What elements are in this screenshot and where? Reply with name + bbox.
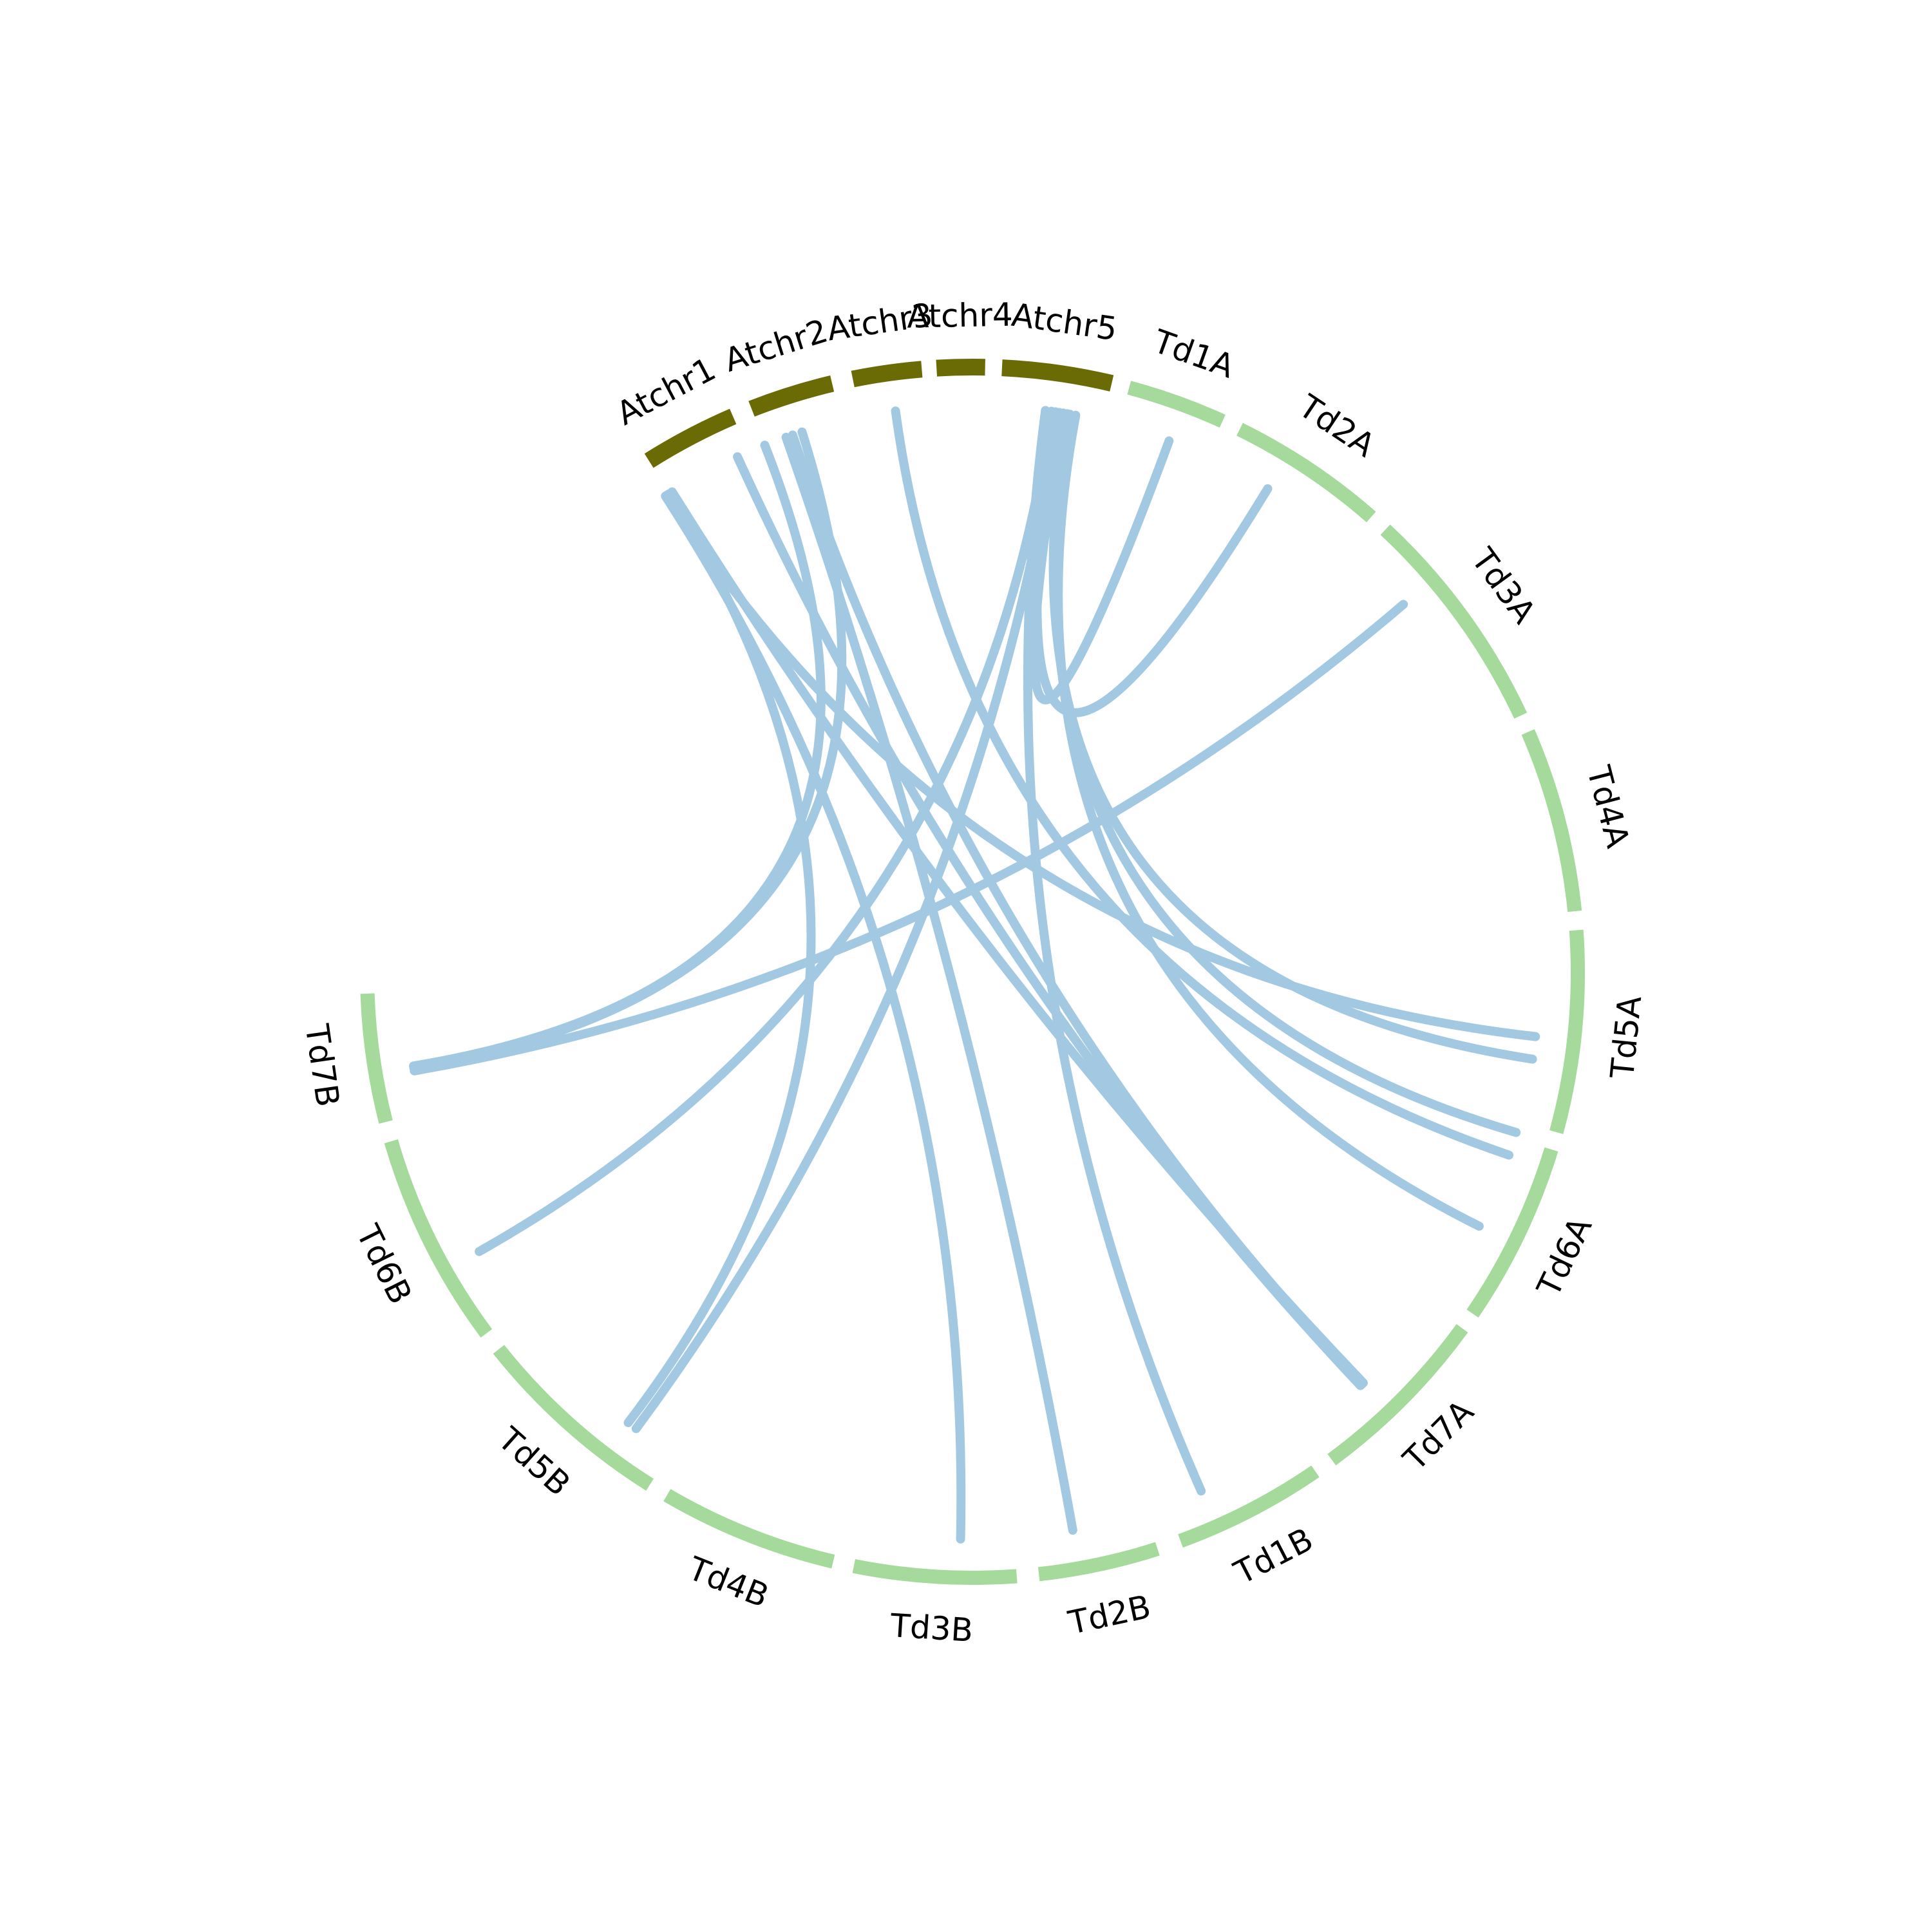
chromosome-label-td3b: Td3B	[889, 1607, 974, 1649]
chromosome-arcs	[360, 359, 1585, 1585]
chromosome-arc-td5a	[1549, 929, 1585, 1134]
chromosome-arc-atchr2	[748, 375, 835, 417]
chromosome-arc-td7b	[360, 993, 393, 1124]
synteny-link-atchr1-td7b	[409, 427, 847, 1073]
chromosome-arc-td4a	[1521, 729, 1582, 913]
chromosome-arc-td5b	[493, 1345, 654, 1491]
chromosome-arc-td1b	[1178, 1465, 1320, 1548]
synteny-link-atchr5-td6b	[475, 406, 1056, 1256]
chromosome-arc-td7a	[1327, 1324, 1468, 1466]
chromosome-arc-td2a	[1236, 422, 1376, 523]
chromosome-arc-td2b	[1037, 1542, 1160, 1582]
synteny-link-atchr1-td7a	[788, 430, 1367, 1389]
synteny-link-atchr4-td5a	[891, 406, 1514, 1160]
chromosome-label-td5a: Td5A	[1604, 994, 1649, 1081]
synteny-links	[409, 406, 1540, 1544]
synteny-link-atchr5-td5a	[1050, 410, 1521, 1137]
chromosome-label-atchr4: Atchr4	[907, 296, 1014, 336]
chromosome-arc-td6b	[384, 1139, 493, 1338]
chromosome-arc-td6a	[1466, 1147, 1558, 1318]
chromosome-arc-atchr1	[644, 408, 737, 468]
chromosome-arc-td3a	[1380, 524, 1528, 719]
synteny-link-td3a-td7b	[410, 600, 1408, 1075]
synteny-link-atchr5-td5b	[631, 408, 1064, 1434]
chromosome-arc-td4b	[663, 1489, 835, 1569]
chromosome-arc-atchr4	[936, 359, 985, 377]
chromosome-arc-atchr5	[1001, 359, 1114, 392]
chromosome-arc-td1a	[1127, 381, 1226, 428]
chromosome-arc-td3b	[852, 1558, 1018, 1585]
chromosome-arc-atchr3	[851, 361, 923, 388]
synteny-link-atchr3-td4a	[662, 490, 1540, 1041]
